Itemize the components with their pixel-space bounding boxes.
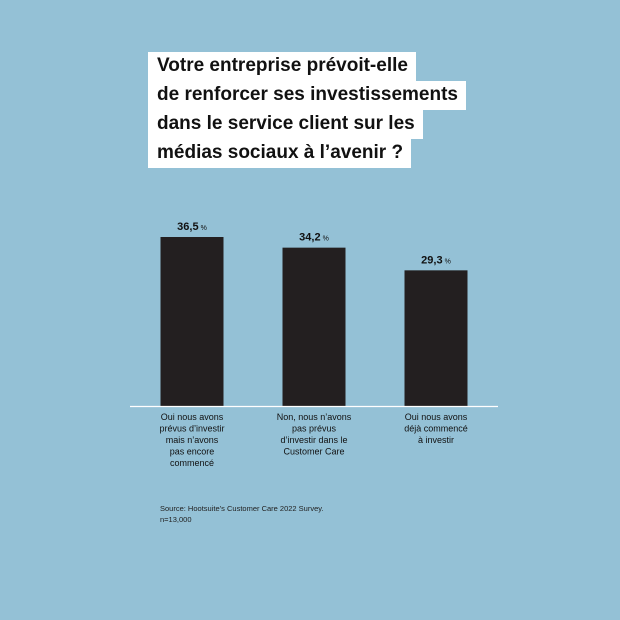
title-line: médias sociaux à l’avenir ? bbox=[148, 139, 412, 168]
data-label: 34,2% bbox=[299, 232, 329, 244]
bar bbox=[160, 237, 224, 406]
bar bbox=[282, 247, 346, 406]
sample-size: n=13,000 bbox=[160, 515, 192, 524]
source-note: Source: Hootsuite’s Customer Care 2022 S… bbox=[160, 503, 324, 525]
category-label: Oui nous avons prévus d’investir mais n’av… bbox=[159, 412, 224, 468]
bar bbox=[404, 270, 468, 406]
data-label: 36,5% bbox=[177, 221, 207, 233]
chart-title: Votre entreprise prévoit-elle de renforc… bbox=[148, 52, 466, 168]
title-line: Votre entreprise prévoit-elle bbox=[148, 52, 416, 81]
category-label: Non, nous n’avons pas prévus d’investir da… bbox=[277, 412, 352, 457]
title-line: de renforcer ses investissements bbox=[148, 81, 466, 110]
data-label: 29,3% bbox=[421, 254, 451, 266]
category-label: Oui nous avons déjà commencé à investir bbox=[404, 412, 468, 445]
source-text: Source: Hootsuite’s Customer Care 2022 S… bbox=[160, 504, 324, 513]
title-line: dans le service client sur les bbox=[148, 110, 423, 139]
